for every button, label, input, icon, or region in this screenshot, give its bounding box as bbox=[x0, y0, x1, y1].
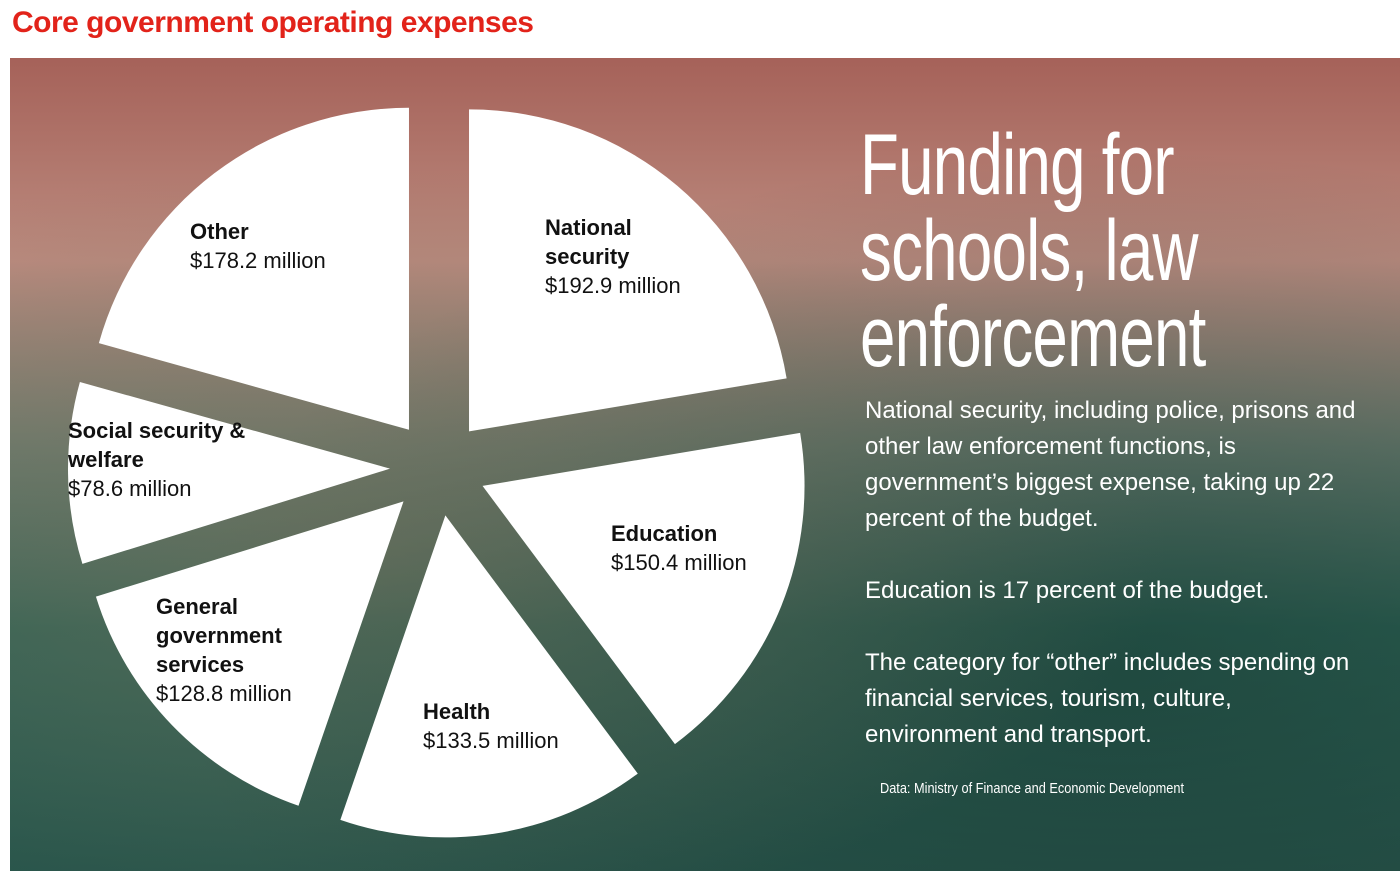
category-label: Social security & welfare bbox=[68, 418, 246, 472]
slice-label: Health $133.5 million bbox=[423, 697, 643, 755]
value-label: $133.5 million bbox=[423, 728, 559, 753]
body-text: National security, including police, pri… bbox=[865, 393, 1365, 789]
paragraph: Education is 17 percent of the budget. bbox=[865, 577, 1270, 604]
pie-slice bbox=[469, 109, 787, 432]
value-label: $128.8 million bbox=[156, 681, 292, 706]
slice-label: National security $192.9 million bbox=[545, 213, 705, 300]
pie-slice bbox=[95, 501, 404, 806]
value-label: $150.4 million bbox=[611, 550, 747, 575]
category-label: Other bbox=[190, 219, 249, 244]
pie-slice bbox=[482, 432, 805, 745]
category-label: General government services bbox=[156, 594, 282, 677]
value-label: $78.6 million bbox=[68, 476, 192, 501]
value-label: $178.2 million bbox=[190, 248, 326, 273]
category-label: National security bbox=[545, 215, 632, 269]
slice-label: General government services $128.8 millio… bbox=[156, 592, 306, 708]
paragraph: The category for “other” includes spendi… bbox=[865, 649, 1350, 748]
value-label: $192.9 million bbox=[545, 273, 681, 298]
slice-label: Social security & welfare $78.6 million bbox=[68, 416, 288, 503]
pie-slice bbox=[98, 107, 409, 430]
pie-slice bbox=[340, 515, 638, 838]
slice-label: Education $150.4 million bbox=[611, 519, 831, 577]
source: Data: Ministry of Finance and Economic D… bbox=[880, 780, 1185, 797]
category-label: Education bbox=[611, 521, 718, 546]
category-label: Health bbox=[423, 699, 491, 724]
headline: Funding for schools, law enforcement bbox=[860, 117, 1206, 385]
pie-slice bbox=[68, 382, 391, 564]
paragraph: National security, including police, pri… bbox=[865, 397, 1356, 532]
slice-label: Other $178.2 million bbox=[190, 217, 410, 275]
chart-title: Core government operating expenses bbox=[12, 6, 534, 39]
